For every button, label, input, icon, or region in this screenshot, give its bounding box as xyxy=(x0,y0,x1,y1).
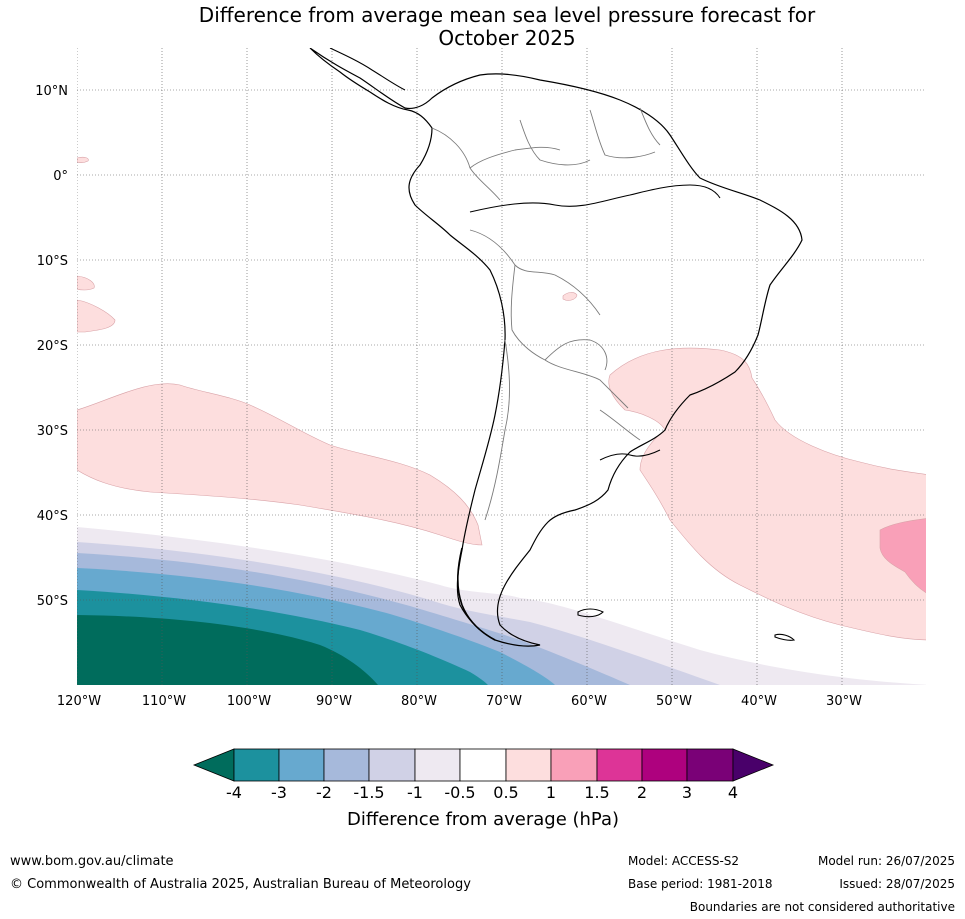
colorbar-tick: -2 xyxy=(316,783,332,802)
colorbar-title: Difference from average (hPa) xyxy=(347,809,619,830)
colorbar-seg-1 xyxy=(233,748,280,782)
footer-base-period: Base period: 1981-2018 xyxy=(628,877,773,891)
colorbar-tick: -4 xyxy=(226,783,242,802)
patch-pacific-west-1 xyxy=(77,299,116,333)
colorbar-seg-8 xyxy=(550,748,598,782)
colorbar-tick: -1 xyxy=(407,783,423,802)
colorbar-seg-5 xyxy=(414,748,461,782)
lon-label-70w: 70°W xyxy=(486,694,522,709)
title-line-2: October 2025 xyxy=(438,26,576,50)
colorbar-tick: -1.5 xyxy=(353,783,384,802)
latitude-labels: 10°N 0° 10°S 20°S 30°S 40°S 50°S xyxy=(35,84,68,609)
lon-label-90w: 90°W xyxy=(316,694,352,709)
lon-label-110w: 110°W xyxy=(142,694,186,709)
colorbar-tick: 2 xyxy=(637,783,647,802)
footer-model: Model: ACCESS-S2 xyxy=(628,854,739,868)
central-america-coast xyxy=(329,48,406,91)
lat-label-20s: 20°S xyxy=(37,339,68,354)
patch-pacific-west-2 xyxy=(77,275,95,291)
colorbar-tick: -3 xyxy=(271,783,287,802)
lon-label-100w: 100°W xyxy=(227,694,271,709)
colorbar-tick: 0.5 xyxy=(493,783,518,802)
colorbar-tick: -0.5 xyxy=(444,783,475,802)
footer-issued: Issued: 28/07/2025 xyxy=(839,877,955,891)
lat-label-50s: 50°S xyxy=(37,594,68,609)
lat-label-40s: 40°S xyxy=(37,509,68,524)
lon-label-30w: 30°W xyxy=(826,694,862,709)
coastline-south-america xyxy=(309,48,803,647)
colorbar-seg-10 xyxy=(641,748,688,782)
colorbar-seg-7 xyxy=(505,748,552,782)
lat-label-0: 0° xyxy=(53,169,68,184)
rio-de-la-plata xyxy=(599,449,661,461)
map-title: Difference from average mean sea level p… xyxy=(0,4,965,50)
patch-pacific-south xyxy=(77,383,483,546)
chilean-fjords xyxy=(457,547,496,641)
longitude-labels: 120°W 110°W 100°W 90°W 80°W 70°W 60°W 50… xyxy=(57,694,862,709)
south-georgia xyxy=(774,633,796,641)
colorbar-tick: 1 xyxy=(546,783,556,802)
colorbar-seg-2 xyxy=(278,748,325,782)
colorbar-ticks: -4 -3 -2 -1.5 -1 -0.5 0.5 1 1.5 2 3 4 xyxy=(226,783,738,802)
patch-bolivia xyxy=(562,292,578,301)
band-below-neg4 xyxy=(77,615,378,685)
lat-label-30s: 30°S xyxy=(37,424,68,439)
lon-label-80w: 80°W xyxy=(401,694,437,709)
lon-label-50w: 50°W xyxy=(656,694,692,709)
falkland-islands xyxy=(577,608,604,618)
title-line-1: Difference from average mean sea level p… xyxy=(198,3,816,27)
colorbar-extend-low xyxy=(192,748,235,782)
graticule xyxy=(77,48,926,685)
footer-boundaries-note: Boundaries are not considered authoritat… xyxy=(690,900,955,914)
amazon-river xyxy=(469,184,721,213)
lon-label-120w: 120°W xyxy=(57,694,101,709)
lon-label-40w: 40°W xyxy=(741,694,777,709)
colorbar-tick: 3 xyxy=(682,783,692,802)
country-borders xyxy=(431,107,661,521)
positive-anomaly-patches xyxy=(77,156,926,641)
patch-pacific-equator xyxy=(77,156,89,163)
patch-atlantic-1-15 xyxy=(879,518,926,594)
colorbar-seg-3 xyxy=(323,748,370,782)
colorbar-tick: 4 xyxy=(728,783,738,802)
colorbar-seg-9 xyxy=(596,748,643,782)
lat-label-10s: 10°S xyxy=(37,254,68,269)
colorbar-seg-6 xyxy=(459,748,507,782)
footer-copyright: © Commonwealth of Australia 2025, Austra… xyxy=(10,877,471,892)
colorbar xyxy=(192,748,775,782)
colorbar-tick: 1.5 xyxy=(584,783,609,802)
footer-website: www.bom.gov.au/climate xyxy=(10,854,174,869)
negative-anomaly-bands xyxy=(77,527,926,685)
footer-model-run: Model run: 26/07/2025 xyxy=(818,854,955,868)
lat-label-10n: 10°N xyxy=(35,84,68,99)
map-area xyxy=(77,48,926,685)
lon-label-60w: 60°W xyxy=(571,694,607,709)
colorbar-extend-high xyxy=(732,748,775,782)
colorbar-seg-4 xyxy=(368,748,416,782)
footer: www.bom.gov.au/climate © Commonwealth of… xyxy=(10,854,955,914)
colorbar-seg-11 xyxy=(686,748,734,782)
